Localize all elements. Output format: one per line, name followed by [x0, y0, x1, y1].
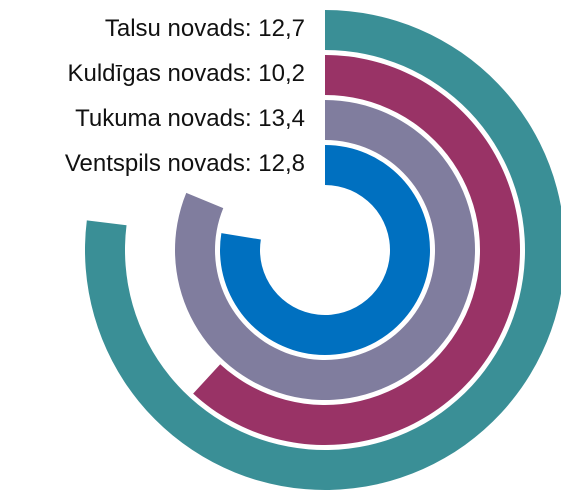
radial-bar — [193, 55, 521, 445]
category-label: Talsu novads: — [105, 15, 252, 42]
radial-bar — [219, 145, 430, 356]
bar-label: Kuldīgas novads: 10,2 — [67, 60, 305, 87]
value-label: 12,7 — [258, 15, 305, 42]
value-label: 12,8 — [258, 150, 305, 177]
category-label: Kuldīgas novads: — [67, 60, 251, 87]
value-label: 13,4 — [258, 105, 305, 132]
bar-label: Tukuma novads: 13,4 — [75, 105, 305, 132]
value-label: 10,2 — [258, 60, 305, 87]
bar-label: Talsu novads: 12,7 — [105, 15, 305, 42]
bar-label: Ventspils novads: 12,8 — [65, 150, 305, 177]
category-label: Tukuma novads: — [75, 105, 252, 132]
category-label: Ventspils novads: — [65, 150, 252, 177]
